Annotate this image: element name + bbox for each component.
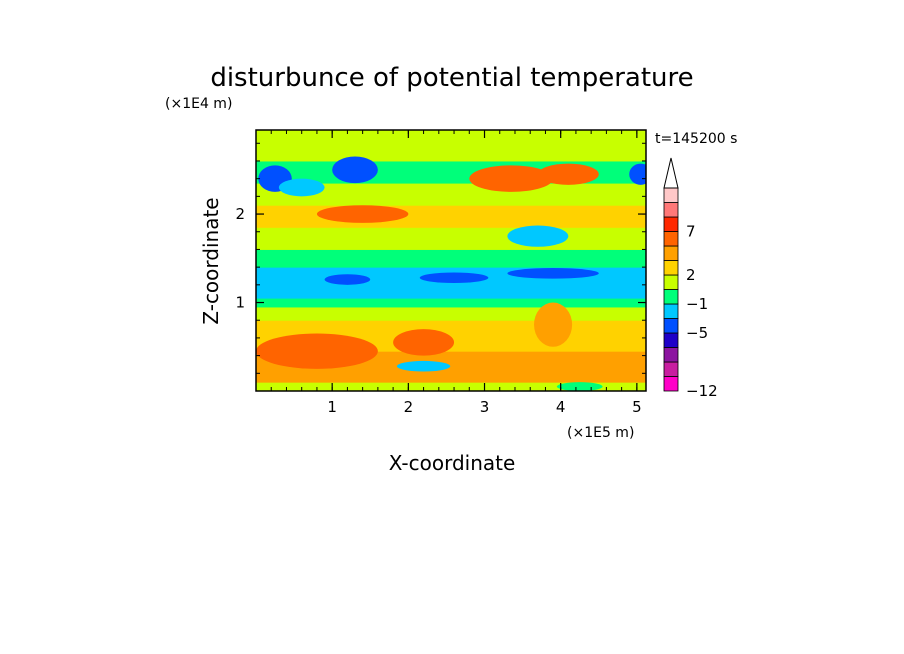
x-tick-label: 5: [632, 398, 642, 416]
field-blob: [507, 225, 569, 247]
field-band: [256, 249, 646, 268]
time-label: t=145200 s: [655, 131, 737, 147]
field-blob: [537, 163, 599, 185]
x-scale-note: (×1E5 m): [567, 425, 634, 441]
colorbar-tick-label: −12: [686, 382, 718, 400]
colorbar-segment: [663, 216, 679, 232]
y-axis-ticks: 12: [235, 142, 646, 374]
x-tick-label: 4: [556, 398, 566, 416]
colorbar-segment: [663, 347, 679, 363]
colorbar-segment: [663, 202, 679, 218]
colorbar-segment: [663, 187, 679, 203]
field-blob: [419, 272, 489, 284]
colorbar-labels: −12−5−127: [686, 223, 718, 401]
x-tick-label: 1: [327, 398, 337, 416]
field-band: [256, 183, 646, 206]
field-blob: [324, 274, 371, 285]
field-band: [256, 130, 646, 162]
field-blob: [469, 165, 554, 192]
colorbar-tick-label: 7: [686, 223, 696, 241]
colorbar-segment: [663, 245, 679, 261]
field-blob: [332, 156, 378, 184]
contour-field: [256, 130, 646, 391]
colorbar-extend-arrow: [663, 157, 679, 189]
field-blob: [256, 333, 378, 369]
field-blob: [278, 178, 325, 197]
field-band: [256, 227, 646, 250]
field-band: [256, 382, 646, 391]
colorbar-tick-label: 2: [686, 266, 696, 284]
field-band: [256, 205, 646, 228]
y-tick-label: 1: [235, 294, 245, 312]
y-axis-label: Z-coordinate: [199, 197, 223, 324]
colorbar-segment: [663, 303, 679, 319]
field-blob: [629, 163, 646, 185]
y-tick-label: 2: [235, 205, 245, 223]
field-blob: [393, 329, 455, 356]
colorbar-tick-label: −1: [686, 295, 708, 313]
x-axis-ticks: 1 2 3 4 5: [270, 130, 642, 416]
colorbar-segment: [663, 260, 679, 276]
y-scale-note: (×1E4 m): [165, 96, 232, 112]
plot-frame: [255, 129, 647, 392]
field-blob: [556, 382, 603, 391]
field-blob: [507, 268, 599, 279]
colorbar-segment: [663, 332, 679, 348]
colorbar-segment: [663, 274, 679, 290]
x-tick-label: 3: [480, 398, 490, 416]
colorbar: [663, 157, 679, 392]
field-band: [256, 306, 646, 321]
field-blob: [534, 302, 573, 347]
colorbar-segment: [663, 231, 679, 247]
colorbar-tick-label: −5: [686, 324, 708, 342]
x-axis-label: X-coordinate: [389, 451, 516, 475]
field-band: [256, 298, 646, 308]
colorbar-segment: [663, 376, 679, 392]
chart-title: disturbunce of potential temperature: [210, 63, 693, 93]
field-blob: [396, 360, 451, 372]
colorbar-segment: [663, 361, 679, 377]
field-blob: [316, 205, 409, 223]
colorbar-segment: [663, 318, 679, 334]
x-tick-label: 2: [404, 398, 414, 416]
colorbar-segment: [663, 289, 679, 305]
